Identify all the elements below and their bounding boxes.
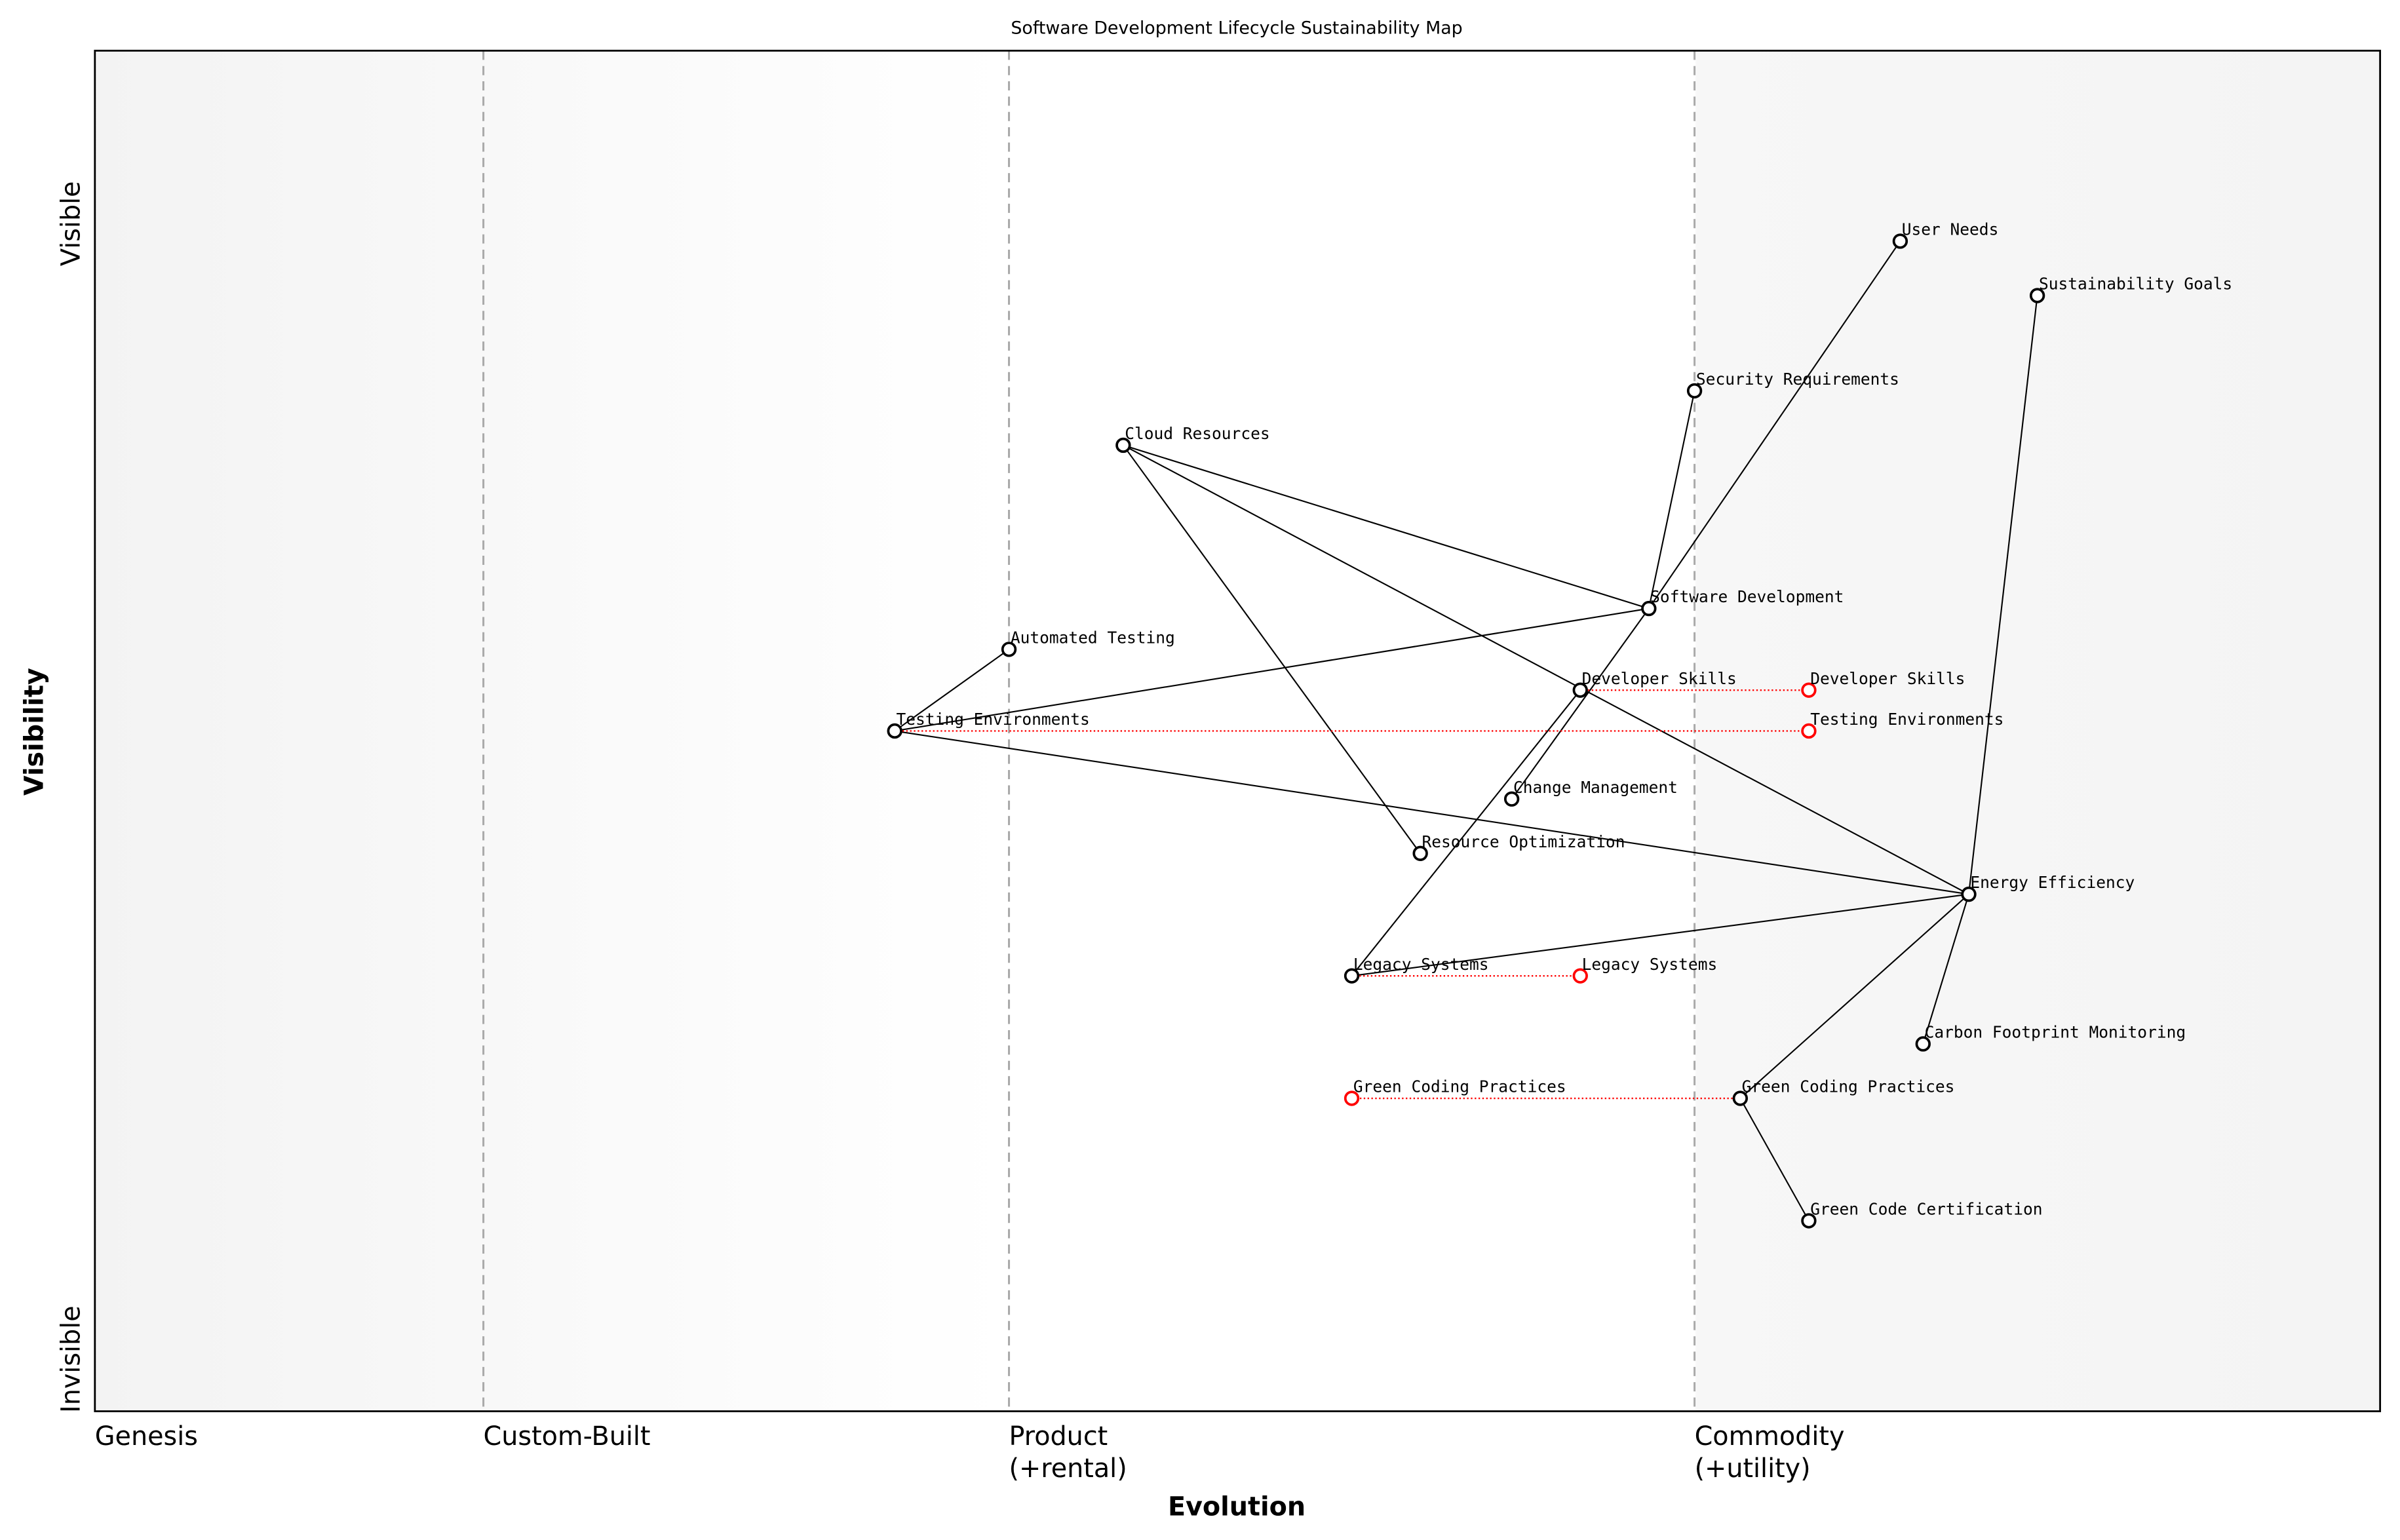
component-label: Cloud Resources bbox=[1125, 424, 1269, 443]
component-node[interactable] bbox=[1892, 233, 1908, 249]
dependency-link bbox=[1511, 607, 1650, 799]
dependency-link bbox=[1648, 391, 1695, 609]
stage-label: Product (+rental) bbox=[1009, 1421, 1127, 1484]
component-label: Automated Testing bbox=[1011, 628, 1175, 647]
dependency-link bbox=[1351, 893, 1969, 977]
component-node[interactable] bbox=[2029, 288, 2045, 303]
component-node[interactable] bbox=[1915, 1036, 1931, 1052]
stage-label: Custom-Built bbox=[484, 1421, 651, 1452]
component-node[interactable] bbox=[1686, 383, 1703, 399]
dependency-link bbox=[1648, 241, 1901, 609]
component-label: Software Development bbox=[1650, 587, 1844, 606]
component-label: Testing Environments bbox=[897, 710, 1090, 729]
evolved-node[interactable] bbox=[1344, 1090, 1360, 1106]
dependency-link bbox=[1922, 894, 1970, 1045]
component-node[interactable] bbox=[1412, 845, 1428, 861]
component-label: Change Management bbox=[1513, 778, 1678, 797]
component-label: Sustainability Goals bbox=[2039, 275, 2232, 294]
stage-label: Genesis bbox=[95, 1421, 198, 1452]
component-label: User Needs bbox=[1902, 220, 1999, 239]
dependency-link bbox=[1351, 689, 1581, 976]
evolved-node-label: Developer Skills bbox=[1810, 669, 1965, 688]
component-node[interactable] bbox=[1572, 682, 1588, 698]
component-node[interactable] bbox=[1503, 791, 1520, 807]
component-node[interactable] bbox=[1115, 437, 1131, 453]
component-label: Security Requirements bbox=[1696, 370, 1899, 389]
plot-frame bbox=[94, 49, 2382, 1412]
dependency-link bbox=[1123, 444, 1422, 854]
component-label: Legacy Systems bbox=[1353, 955, 1489, 974]
y-tick-invisible: Invisible bbox=[56, 1305, 86, 1413]
component-node[interactable] bbox=[1344, 968, 1360, 984]
component-label: Resource Optimization bbox=[1422, 832, 1625, 851]
stage-label: Commodity (+utility) bbox=[1695, 1421, 1845, 1484]
dependency-link bbox=[1967, 295, 2038, 895]
component-node[interactable] bbox=[1801, 1213, 1817, 1229]
dependency-link bbox=[1739, 1098, 1810, 1222]
component-node[interactable] bbox=[1001, 642, 1017, 657]
component-node[interactable] bbox=[1641, 600, 1657, 617]
dependency-link bbox=[895, 607, 1650, 732]
component-node[interactable] bbox=[887, 723, 902, 739]
dependency-link bbox=[1123, 444, 1969, 895]
dependency-link bbox=[1739, 893, 1969, 1099]
y-tick-visible: Visible bbox=[56, 181, 86, 266]
component-node[interactable] bbox=[1961, 886, 1977, 902]
component-label: Developer Skills bbox=[1582, 669, 1737, 688]
y-axis-label: Visibility bbox=[19, 668, 49, 796]
component-label: Green Code Certification bbox=[1810, 1200, 2042, 1219]
component-label: Energy Efficiency bbox=[1970, 873, 2135, 892]
dependency-link bbox=[895, 730, 1969, 895]
evolved-node-label: Green Coding Practices bbox=[1353, 1077, 1566, 1096]
plot-background bbox=[94, 50, 2380, 1412]
evolved-node[interactable] bbox=[1801, 723, 1817, 739]
component-label: Green Coding Practices bbox=[1742, 1077, 1955, 1096]
evolved-node-label: Legacy Systems bbox=[1582, 955, 1718, 974]
dependency-link bbox=[894, 649, 1010, 732]
evolved-node-label: Testing Environments bbox=[1810, 710, 2003, 729]
x-axis-label: Evolution bbox=[1168, 1492, 1306, 1522]
chart-title: Software Development Lifecycle Sustainab… bbox=[1011, 18, 1462, 39]
component-node[interactable] bbox=[1732, 1090, 1749, 1106]
evolved-node[interactable] bbox=[1801, 682, 1817, 698]
component-label: Carbon Footprint Monitoring bbox=[1925, 1023, 2186, 1042]
evolved-node[interactable] bbox=[1572, 968, 1588, 984]
dependency-link bbox=[1123, 444, 1650, 609]
